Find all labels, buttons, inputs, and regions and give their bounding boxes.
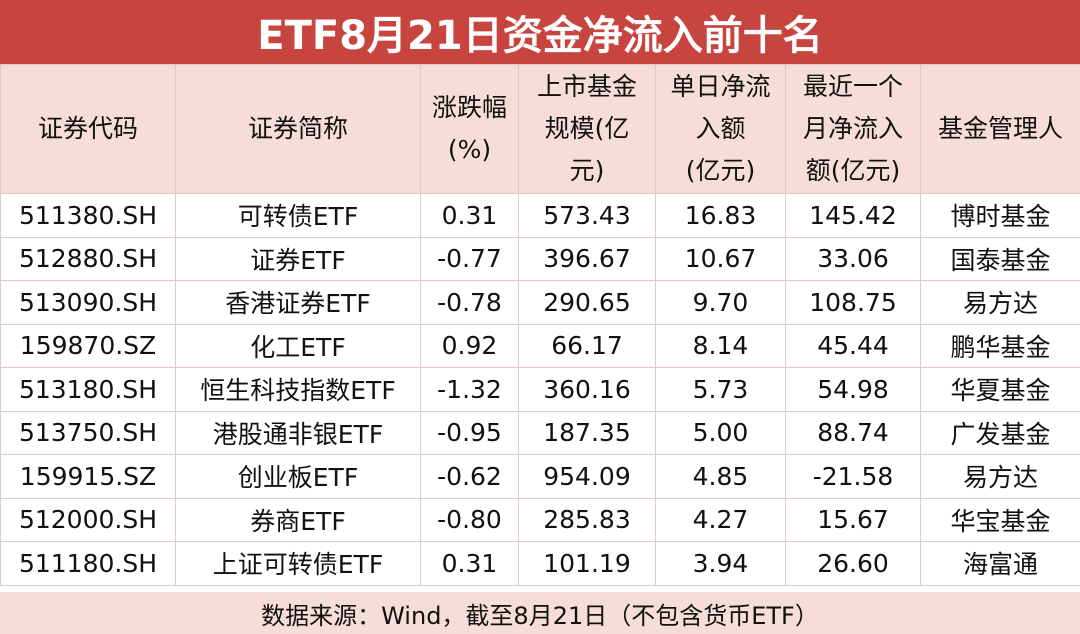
table-cell: 88.74 [785, 410, 921, 455]
table-cell: 0.31 [420, 541, 519, 586]
table-cell: 4.85 [655, 454, 786, 499]
table-cell: 290.65 [518, 280, 656, 325]
footer: 数据来源：Wind，截至8月21日（不包含货币ETF） [0, 592, 1080, 634]
header-line: 最近一个 [802, 72, 903, 101]
table-cell: 香港证券ETF [175, 280, 421, 325]
table-cell: 159870.SZ [0, 323, 176, 368]
header-cell: 涨跌幅 (%) [420, 64, 519, 194]
header-cell: 上市基金规模(亿元) [518, 64, 656, 194]
table-body: 511380.SH 可转债ETF 0.31 573.43 16.83 145.42 博时基金… [0, 193, 1080, 586]
header-cell: 单日净流入额 (亿元) [655, 64, 786, 194]
header-line: 基金管理人 [937, 114, 1063, 143]
table-cell: -0.62 [420, 454, 519, 499]
table-cell: 511380.SH [0, 193, 176, 238]
table-cell: -21.58 [785, 454, 921, 499]
header-line: 单日净流 [670, 72, 771, 101]
table-row: 511180.SH 上证可转债ETF 0.31 101.19 3.94 26.60 海富通 [0, 541, 1080, 586]
header-cell: 最近一个月净流入额(亿元) [785, 64, 921, 194]
header-line: 规模(亿 [544, 114, 630, 143]
table-cell: 187.35 [518, 410, 656, 455]
table-cell: 博时基金 [920, 193, 1080, 238]
table-cell: 5.00 [655, 410, 786, 455]
header-cell: 证券简称 [175, 64, 421, 194]
table-cell: 证券ETF [175, 236, 421, 281]
table-cell: 券商ETF [175, 497, 421, 542]
table-cell: 化工ETF [175, 323, 421, 368]
header-line: (亿元) [685, 156, 756, 185]
table-cell: 8.14 [655, 323, 786, 368]
table-cell: 513090.SH [0, 280, 176, 325]
table-cell: 16.83 [655, 193, 786, 238]
table-cell: 易方达 [920, 454, 1080, 499]
table-row: 159915.SZ 创业板ETF -0.62 954.09 4.85 -21.58 易方达 [0, 454, 1080, 499]
table-cell: 33.06 [785, 236, 921, 281]
table-row: 511380.SH 可转债ETF 0.31 573.43 16.83 145.42 博时基金 [0, 193, 1080, 238]
title: ETF8月21日资金净流入前十名 [0, 0, 1080, 64]
table-cell: 512000.SH [0, 497, 176, 542]
table-cell: 0.31 [420, 193, 519, 238]
table-cell: -0.95 [420, 410, 519, 455]
header-line: 元) [569, 156, 605, 185]
table-cell: -1.32 [420, 367, 519, 412]
table-cell: 159915.SZ [0, 454, 176, 499]
table-cell: 145.42 [785, 193, 921, 238]
table-cell: 954.09 [518, 454, 656, 499]
table-cell: 285.83 [518, 497, 656, 542]
table-cell: 9.70 [655, 280, 786, 325]
table-cell: 创业板ETF [175, 454, 421, 499]
table-cell: -0.78 [420, 280, 519, 325]
table-cell: 鹏华基金 [920, 323, 1080, 368]
table-cell: 海富通 [920, 541, 1080, 586]
table-cell: 10.67 [655, 236, 786, 281]
table-cell: 华夏基金 [920, 367, 1080, 412]
table-cell: 恒生科技指数ETF [175, 367, 421, 412]
header-line: 入额 [695, 114, 746, 143]
header-line: 上市基金 [536, 72, 637, 101]
header-cell: 证券代码 [0, 64, 176, 194]
header-cell: 基金管理人 [920, 64, 1080, 194]
table-cell: 511180.SH [0, 541, 176, 586]
table-cell: 港股通非银ETF [175, 410, 421, 455]
header-line: 月净流入 [802, 114, 903, 143]
table-row: 513090.SH 香港证券ETF -0.78 290.65 9.70 108.75 易方达 [0, 280, 1080, 325]
header-line: 证券简称 [247, 114, 348, 143]
table-row: 159870.SZ 化工ETF 0.92 66.17 8.14 45.44 鹏华基金 [0, 323, 1080, 368]
table-cell: 0.92 [420, 323, 519, 368]
table-cell: 108.75 [785, 280, 921, 325]
table-cell: 上证可转债ETF [175, 541, 421, 586]
table-cell: 54.98 [785, 367, 921, 412]
table-cell: 5.73 [655, 367, 786, 412]
table-cell: 3.94 [655, 541, 786, 586]
table-row: 513180.SH 恒生科技指数ETF -1.32 360.16 5.73 54.98 华夏… [0, 367, 1080, 412]
table-cell: -0.80 [420, 497, 519, 542]
table-cell: -0.77 [420, 236, 519, 281]
table-cell: 26.60 [785, 541, 921, 586]
table-cell: 国泰基金 [920, 236, 1080, 281]
table-cell: 华宝基金 [920, 497, 1080, 542]
table-cell: 512880.SH [0, 236, 176, 281]
table-cell: 可转债ETF [175, 193, 421, 238]
table-cell: 45.44 [785, 323, 921, 368]
header-row: 证券代码 证券简称 涨跌幅 (%) 上市基金规模(亿元) 单日净流入额 (亿元) 最近一个月净… [0, 64, 1080, 194]
table-row: 512880.SH 证券ETF -0.77 396.67 10.67 33.06 国泰基金 [0, 236, 1080, 281]
table-cell: 4.27 [655, 497, 786, 542]
table-row: 513750.SH 港股通非银ETF -0.95 187.35 5.00 88.74 广发基… [0, 410, 1080, 455]
table-cell: 513180.SH [0, 367, 176, 412]
table-cell: 101.19 [518, 541, 656, 586]
table-cell: 66.17 [518, 323, 656, 368]
table-cell: 360.16 [518, 367, 656, 412]
header-line: (%) [447, 135, 492, 164]
table-cell: 15.67 [785, 497, 921, 542]
table-cell: 573.43 [518, 193, 656, 238]
header-line: 证券代码 [37, 114, 138, 143]
header-line: 涨跌幅 [431, 93, 507, 122]
table-cell: 广发基金 [920, 410, 1080, 455]
table-cell: 513750.SH [0, 410, 176, 455]
table-row: 512000.SH 券商ETF -0.80 285.83 4.27 15.67 华宝基金 [0, 497, 1080, 542]
etf-table: 证券代码 证券简称 涨跌幅 (%) 上市基金规模(亿元) 单日净流入额 (亿元) 最近一个月净… [0, 64, 1080, 586]
table-cell: 396.67 [518, 236, 656, 281]
header-line: 额(亿元) [805, 156, 901, 185]
table-cell: 易方达 [920, 280, 1080, 325]
